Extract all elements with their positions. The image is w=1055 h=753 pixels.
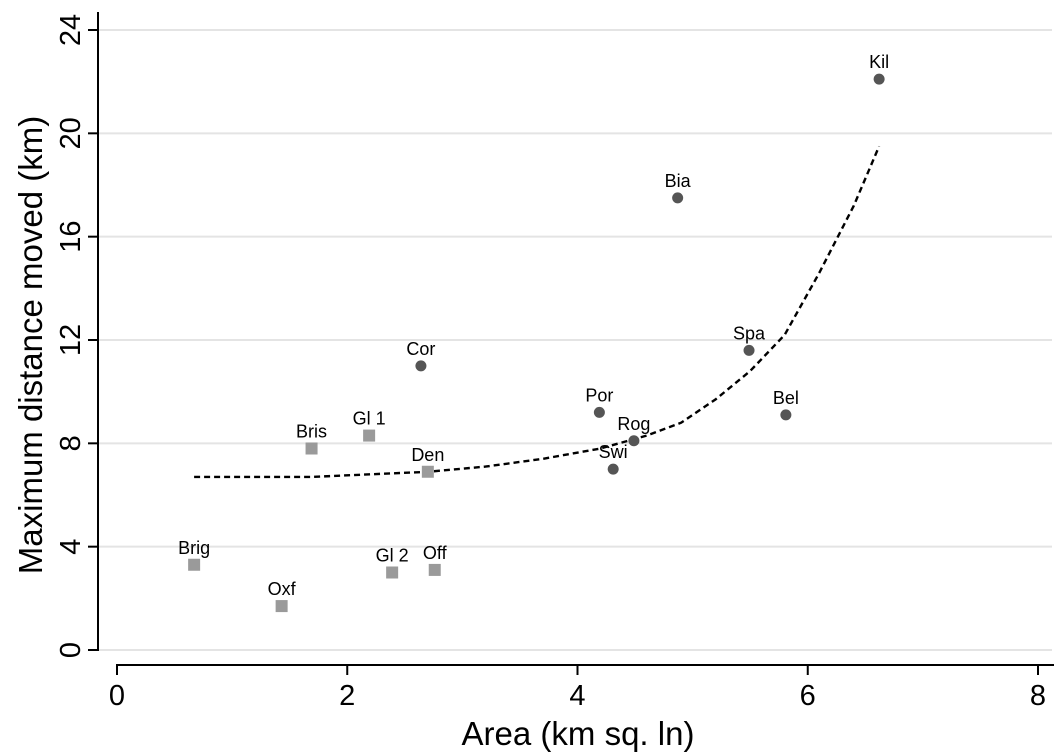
point-label-oxf: Oxf: [268, 579, 297, 599]
point-gl-2: [386, 566, 399, 579]
point-gl-1: [363, 429, 376, 442]
y-tick-label: 8: [55, 435, 87, 451]
point-label-bris: Bris: [296, 422, 327, 442]
point-off: [428, 563, 441, 576]
point-swi: [607, 463, 619, 475]
point-spa: [743, 344, 755, 356]
point-label-den: Den: [411, 445, 444, 465]
point-den: [421, 465, 434, 478]
point-label-por: Por: [585, 385, 613, 405]
point-label-rog: Rog: [617, 414, 650, 434]
point-oxf: [275, 600, 288, 613]
x-tick-label: 4: [569, 680, 585, 712]
point-label-spa: Spa: [733, 323, 766, 343]
x-tick-label: 0: [109, 680, 125, 712]
x-axis-title: Area (km sq. ln): [462, 715, 695, 752]
y-tick-label: 12: [55, 324, 87, 356]
y-tick-label: 0: [55, 642, 87, 658]
point-bris: [305, 442, 318, 455]
point-brig: [188, 558, 201, 571]
point-bia: [672, 192, 684, 204]
y-tick-label: 20: [55, 117, 87, 149]
point-label-bel: Bel: [773, 388, 799, 408]
x-tick-label: 2: [339, 680, 355, 712]
y-tick-label: 16: [55, 221, 87, 253]
point-label-gl-1: Gl 1: [353, 409, 386, 429]
point-rog: [628, 435, 640, 447]
x-tick-label: 8: [1030, 680, 1046, 712]
point-por: [593, 406, 605, 418]
x-tick-label: 6: [800, 680, 816, 712]
fit-line: [194, 145, 881, 479]
point-bel: [780, 409, 792, 421]
y-axis-title: Maximum distance moved (km): [12, 116, 49, 574]
point-cor: [415, 360, 427, 372]
point-label-brig: Brig: [178, 538, 210, 558]
gridlines: [98, 29, 1052, 651]
point-label-kil: Kil: [869, 52, 889, 72]
point-label-off: Off: [423, 543, 448, 563]
y-tick-label: 24: [55, 14, 87, 46]
point-label-swi: Swi: [599, 442, 628, 462]
fit-line-layer: [194, 145, 881, 479]
point-label-gl-2: Gl 2: [376, 546, 409, 566]
point-kil: [873, 73, 885, 85]
point-label-bia: Bia: [665, 171, 692, 191]
y-tick-label: 4: [55, 539, 87, 555]
point-label-cor: Cor: [406, 339, 435, 359]
